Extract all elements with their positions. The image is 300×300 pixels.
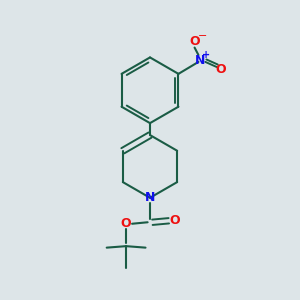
Text: O: O — [169, 214, 180, 227]
Text: O: O — [121, 217, 131, 230]
Text: O: O — [189, 35, 200, 48]
Text: O: O — [215, 63, 226, 76]
Text: −: − — [198, 31, 208, 40]
Text: +: + — [202, 50, 211, 60]
Text: N: N — [195, 54, 205, 67]
Text: N: N — [145, 191, 155, 204]
